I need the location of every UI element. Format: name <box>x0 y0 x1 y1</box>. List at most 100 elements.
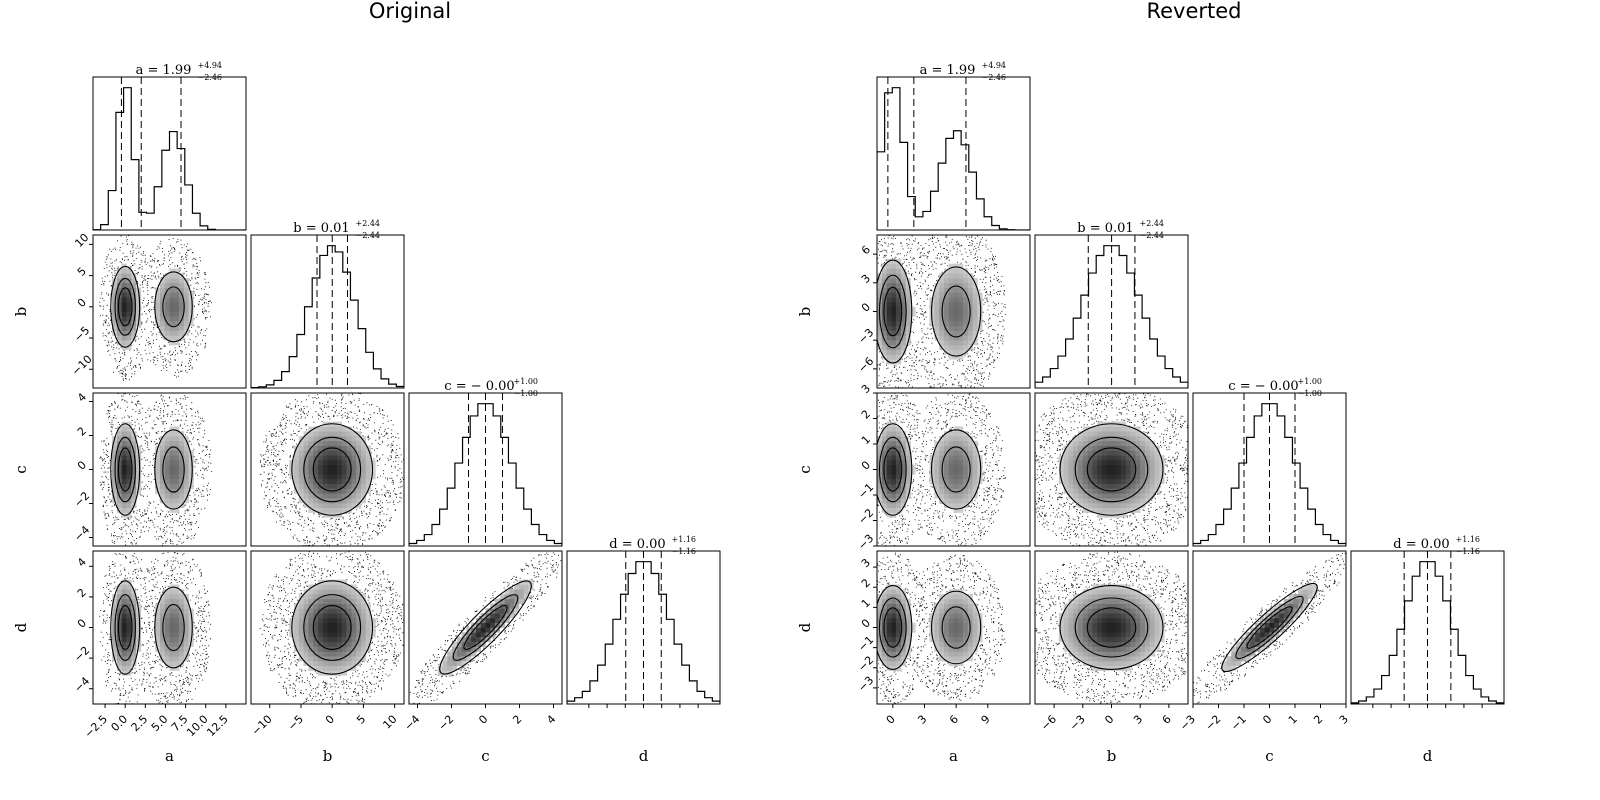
density-cell <box>437 670 443 676</box>
density-cell <box>1154 483 1160 489</box>
density-cell <box>900 450 906 456</box>
density-cell <box>891 622 897 628</box>
density-cell <box>341 431 347 437</box>
density-cell <box>155 479 161 485</box>
density-cell <box>1092 660 1098 667</box>
density-cell <box>131 282 137 288</box>
density-cell <box>1078 469 1084 475</box>
density-cell <box>174 637 180 643</box>
density-cell <box>356 440 362 446</box>
density-cell <box>905 330 911 336</box>
density-cell <box>322 493 328 499</box>
density-cell <box>341 613 347 619</box>
density-cell <box>877 656 883 662</box>
density-cell <box>972 488 978 494</box>
density-cell <box>1135 651 1141 657</box>
x-tick-label: −4 <box>402 713 423 734</box>
density-cell <box>1097 498 1103 504</box>
density-cell <box>905 306 911 312</box>
density-cell <box>121 273 127 279</box>
density-cell <box>1063 483 1069 489</box>
density-cell <box>332 584 338 590</box>
density-cell <box>131 301 137 308</box>
hist-step-c <box>409 403 562 546</box>
density-cell <box>121 651 127 657</box>
density-cell <box>905 297 911 303</box>
density-cell <box>471 637 477 643</box>
contour-2 <box>1246 606 1293 649</box>
density-cell <box>360 613 367 619</box>
density-cell <box>332 656 338 662</box>
density-cell <box>905 651 911 657</box>
density-cell <box>1144 598 1151 604</box>
contour-1 <box>303 436 362 503</box>
density-cell <box>1250 651 1256 657</box>
density-cell <box>967 321 973 327</box>
density-cell <box>1073 656 1079 662</box>
density-cell <box>958 321 964 327</box>
density-cell <box>322 474 328 480</box>
hist-step-a <box>93 87 246 230</box>
density-cell <box>164 464 170 470</box>
density-cell <box>963 469 969 475</box>
density-cell <box>1097 440 1103 446</box>
density-cell <box>1140 656 1146 662</box>
density-cell <box>456 637 462 643</box>
density-cell <box>341 603 347 609</box>
density-cell <box>308 637 314 643</box>
density-cell <box>900 436 906 442</box>
contour-2 <box>117 287 133 327</box>
density-cell <box>174 589 180 595</box>
density-cell <box>174 306 180 312</box>
density-cell <box>967 637 973 643</box>
density-cell <box>967 445 973 451</box>
density-cell <box>972 464 978 470</box>
density-cell <box>313 608 319 614</box>
density-cell <box>327 483 333 489</box>
density-cell <box>1063 459 1069 466</box>
density-cell <box>877 598 883 604</box>
density-cell <box>179 474 185 480</box>
x-tick-label: −2.5 <box>82 713 110 741</box>
density-cell <box>1121 651 1127 657</box>
density-cell <box>341 622 347 628</box>
density-cell <box>948 502 954 509</box>
density-cell <box>948 493 954 499</box>
density-cell <box>351 483 357 489</box>
density-cell <box>1144 498 1151 504</box>
density-cell <box>1121 493 1127 499</box>
density-cell <box>1101 608 1108 614</box>
density-cell <box>155 632 161 638</box>
density-cell <box>337 637 343 643</box>
density-cell <box>504 598 510 604</box>
density-cell <box>1106 436 1112 442</box>
density-cell <box>1092 617 1098 624</box>
density-cell <box>466 641 472 647</box>
density-cell <box>322 426 328 432</box>
density-cell <box>317 474 324 480</box>
density-cell <box>1087 498 1093 504</box>
density-cell <box>121 660 127 667</box>
density-cell <box>327 469 333 475</box>
density-cell <box>121 268 127 274</box>
density-cell <box>1073 445 1079 451</box>
density-cell <box>298 603 304 609</box>
density-cell <box>332 498 338 504</box>
density-cell <box>126 273 132 279</box>
density-cell <box>159 436 166 442</box>
density-cell <box>1073 483 1079 489</box>
density-cell <box>1068 455 1074 461</box>
density-cell <box>953 498 959 504</box>
density-cell <box>891 440 897 446</box>
density-cell <box>896 440 902 446</box>
density-cell <box>896 354 902 360</box>
density-cell <box>116 306 122 312</box>
density-cell <box>948 354 954 360</box>
density-cell <box>126 512 132 518</box>
density-cell <box>327 431 333 437</box>
density-cell <box>351 627 357 633</box>
density-cell <box>953 455 959 461</box>
density-cell <box>1101 507 1108 513</box>
density-cell <box>963 474 969 480</box>
y-tick-label: 2 <box>859 408 873 422</box>
